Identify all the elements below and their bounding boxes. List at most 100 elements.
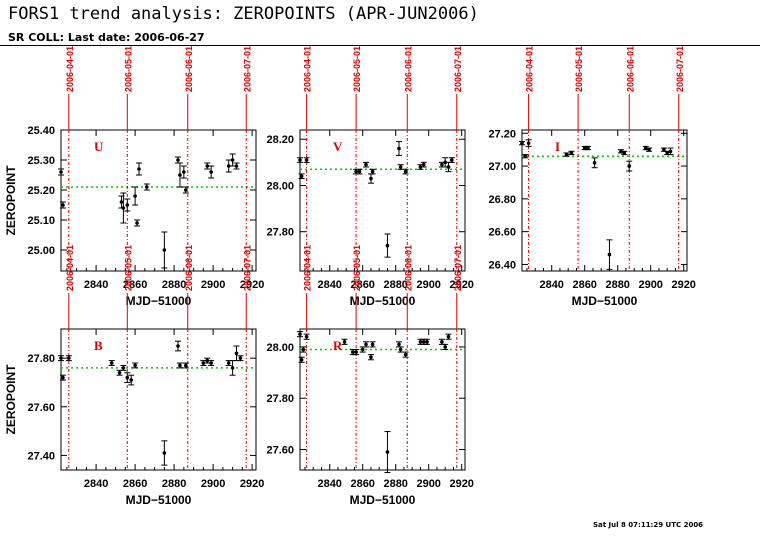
chart-panel-i: 2840 2860 2880 2900 2920 26.40 26.60 26.80 27.00… — [488, 46, 695, 308]
plot-frame — [60, 328, 257, 471]
y-tick-label: 27.80 — [27, 353, 55, 365]
x-tick-label: 2840 — [317, 478, 341, 490]
data-point — [133, 194, 137, 198]
x-tick-label: 2900 — [201, 478, 225, 490]
date-marker-label: 2006-04-01 — [525, 46, 535, 92]
date-marker-label: 2006-04-01 — [65, 46, 75, 92]
x-tick-label: 2920 — [240, 478, 264, 490]
x-tick-label: 2880 — [383, 478, 407, 490]
data-point — [397, 342, 401, 347]
data-point — [129, 378, 133, 382]
data-point — [582, 146, 587, 150]
data-point — [357, 169, 362, 174]
data-point — [364, 162, 368, 167]
data-point — [421, 162, 426, 167]
plot-frame — [299, 129, 466, 272]
data-point — [592, 160, 597, 165]
data-point — [299, 174, 304, 179]
x-tick-label: 2860 — [123, 279, 147, 291]
data-point — [665, 151, 669, 155]
data-point — [184, 188, 188, 192]
data-point — [418, 340, 423, 344]
data-point — [61, 203, 65, 207]
data-point — [425, 340, 429, 344]
filter-label-r: R — [333, 338, 343, 353]
x-tick-label: 2840 — [539, 279, 563, 291]
data-point — [178, 363, 182, 368]
y-tick-label: 25.40 — [27, 125, 55, 137]
x-axis-label: MJD−51000 — [126, 294, 192, 308]
data-point — [230, 158, 235, 162]
data-point — [668, 149, 673, 154]
data-point — [370, 169, 375, 174]
data-point — [443, 345, 448, 349]
date-marker-label: 2006-07-01 — [453, 46, 463, 92]
data-point — [342, 340, 347, 344]
date-marker-label: 2006-07-01 — [675, 46, 685, 92]
data-point — [145, 185, 149, 189]
data-point — [201, 361, 206, 365]
data-point — [176, 344, 180, 348]
y-tick-label: 28.00 — [266, 180, 294, 192]
data-point — [622, 151, 627, 155]
data-point — [607, 252, 612, 257]
data-point — [119, 200, 124, 204]
x-tick-label: 2900 — [201, 279, 225, 291]
data-point — [176, 158, 180, 162]
data-point — [238, 356, 243, 360]
data-point — [125, 375, 130, 380]
date-marker-label: 2006-06-01 — [625, 46, 635, 92]
y-tick-label: 25.10 — [27, 215, 55, 227]
data-point — [440, 162, 444, 167]
data-point — [360, 347, 365, 352]
x-tick-label: 2900 — [416, 279, 440, 291]
chart-panel-b: 2840 2860 2880 2900 2920 27.40 27.60 27.80 MJD−5… — [4, 245, 264, 507]
y-tick-label: 26.40 — [488, 259, 516, 271]
data-point — [298, 332, 302, 336]
data-point — [226, 164, 231, 168]
page-title: FORS1 trend analysis: ZEROPOINTS (APR-JU… — [8, 4, 479, 24]
data-point — [619, 149, 623, 154]
data-point — [526, 141, 531, 145]
x-tick-label: 2920 — [240, 279, 264, 291]
data-point — [403, 352, 408, 357]
data-point — [443, 160, 448, 165]
data-point — [446, 334, 451, 339]
data-point — [205, 358, 210, 363]
x-tick-label: 2920 — [449, 478, 473, 490]
data-point — [59, 170, 63, 174]
x-tick-label: 2840 — [317, 279, 341, 291]
data-point — [647, 147, 651, 152]
data-point — [385, 450, 390, 454]
chart-panel-u: 2840 2860 2880 2900 2920 25.00 25.10 25.20 25.30… — [4, 46, 264, 308]
y-axis-label: ZEROPOINT — [4, 165, 18, 236]
x-axis-label: MJD−51000 — [350, 294, 416, 308]
data-point — [67, 356, 71, 360]
y-tick-label: 25.20 — [27, 185, 55, 197]
data-point — [299, 357, 304, 362]
data-point — [351, 350, 355, 354]
page-subtitle: SR COLL: Last date: 2006-06-27 — [8, 31, 205, 44]
data-point — [135, 221, 139, 225]
data-point — [209, 361, 213, 365]
data-point — [117, 370, 122, 375]
data-point — [446, 165, 451, 169]
x-tick-label: 2880 — [162, 478, 186, 490]
data-point — [569, 151, 574, 155]
data-point — [398, 347, 403, 352]
y-tick-label: 25.00 — [27, 245, 55, 257]
y-tick-label: 27.00 — [488, 161, 516, 173]
x-tick-label: 2860 — [350, 279, 374, 291]
data-point — [226, 361, 231, 365]
y-tick-label: 28.20 — [266, 134, 294, 146]
data-point — [440, 340, 444, 344]
plot-frame — [299, 328, 466, 471]
date-marker-label: 2006-05-01 — [123, 245, 133, 291]
filter-label-u: U — [94, 139, 104, 154]
x-tick-label: 2880 — [383, 279, 407, 291]
chart-panel-v: 2840 2860 2880 2900 2920 27.80 28.00 28.20 MJD−5… — [266, 46, 473, 308]
data-point — [523, 154, 528, 159]
plot-frame — [521, 129, 688, 272]
plot-frame — [60, 129, 257, 272]
